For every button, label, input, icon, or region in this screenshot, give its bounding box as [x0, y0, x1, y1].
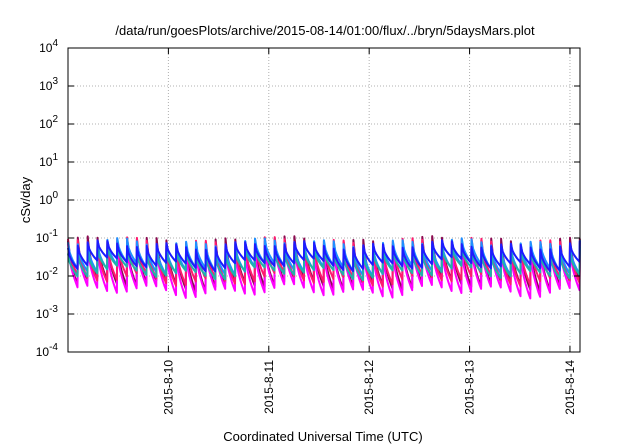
- y-tick-label: 100: [39, 190, 58, 207]
- x-tick-label: 2015-8-13: [463, 360, 477, 415]
- x-tick-label: 2015-8-14: [563, 360, 577, 415]
- y-ticks: 10-4 10-3 10-2 10-1 100 101 102 103 104: [36, 38, 580, 359]
- y-tick-label: 103: [39, 76, 58, 93]
- y-tick-label: 104: [39, 38, 58, 55]
- y-axis-label: cSv/day: [18, 176, 33, 223]
- series-line: [67, 237, 581, 278]
- x-tick-label: 2015-8-11: [262, 360, 276, 414]
- y-tick-label: 102: [39, 114, 58, 131]
- chart-title: /data/run/goesPlots/archive/2015-08-14/0…: [115, 23, 535, 38]
- x-tick-label: 2015-8-12: [362, 360, 376, 415]
- y-tick-label: 10-3: [36, 304, 59, 321]
- y-tick-label: 10-2: [36, 266, 59, 283]
- x-tick-label: 2015-8-10: [161, 360, 175, 415]
- y-tick-label: 10-1: [36, 228, 59, 245]
- y-tick-label: 10-4: [36, 342, 59, 359]
- series-line: [67, 239, 581, 273]
- x-ticks: 2015-8-10 2015-8-11 2015-8-12 2015-8-13 2015…: [161, 48, 577, 415]
- grid-layer: [68, 48, 580, 352]
- y-tick-label: 101: [39, 152, 58, 169]
- series-layer: [67, 235, 581, 300]
- x-axis-label: Coordinated Universal Time (UTC): [223, 429, 422, 444]
